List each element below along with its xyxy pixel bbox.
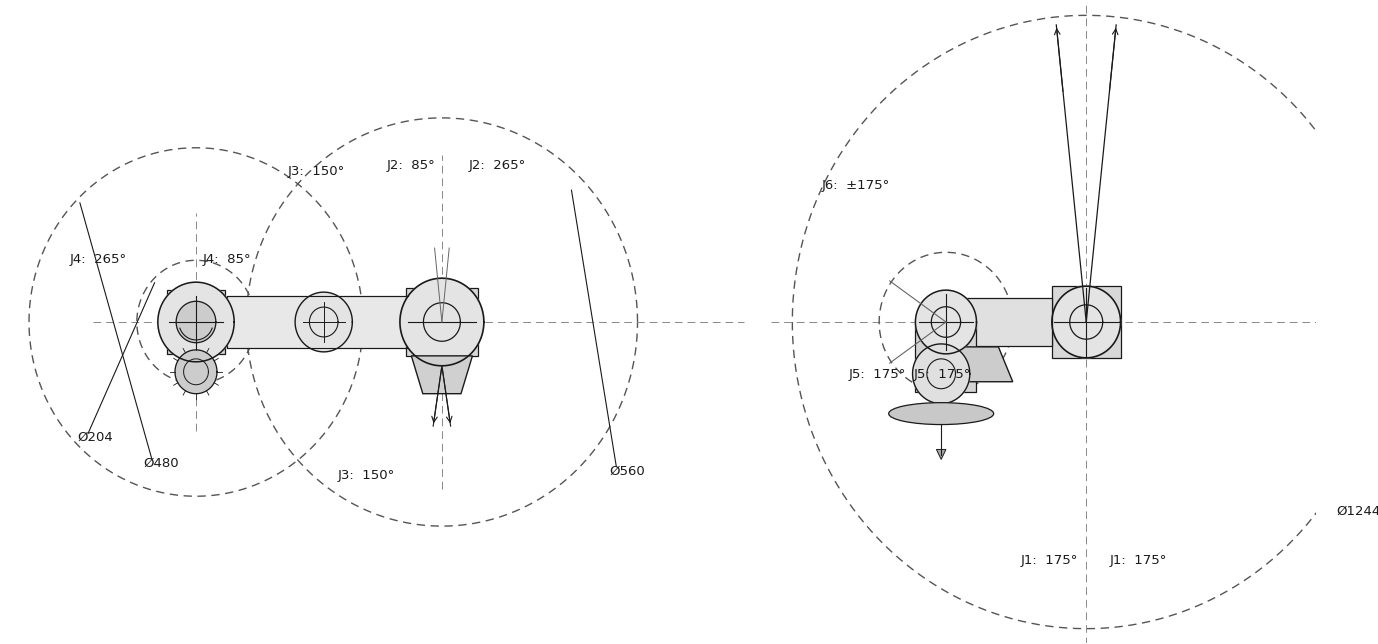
Polygon shape — [176, 301, 216, 343]
Polygon shape — [938, 347, 1013, 382]
Text: Ø204: Ø204 — [77, 431, 113, 444]
Polygon shape — [295, 292, 353, 352]
Bar — [226, 296, 408, 348]
Polygon shape — [412, 356, 473, 393]
Text: J6:  ±175°: J6: ±175° — [821, 178, 890, 192]
Text: J5:  175°: J5: 175° — [914, 368, 971, 381]
Text: Ø480: Ø480 — [143, 457, 179, 469]
Text: J4:  265°: J4: 265° — [70, 253, 127, 266]
Bar — [405, 288, 478, 356]
Text: J3:  150°: J3: 150° — [288, 164, 346, 178]
Text: J3:  150°: J3: 150° — [338, 469, 395, 482]
Ellipse shape — [889, 402, 994, 424]
Polygon shape — [915, 290, 977, 354]
Polygon shape — [937, 450, 945, 459]
Polygon shape — [175, 350, 216, 393]
Text: J1:  175°: J1: 175° — [1021, 554, 1078, 567]
Text: J5:  175°: J5: 175° — [849, 368, 905, 381]
Bar — [945, 298, 1051, 346]
Text: J2:  85°: J2: 85° — [387, 159, 435, 173]
Text: Ø1244: Ø1244 — [1337, 504, 1378, 517]
Text: J4:  85°: J4: 85° — [203, 253, 251, 266]
Polygon shape — [1051, 286, 1120, 358]
Bar — [915, 322, 977, 392]
Text: J1:  175°: J1: 175° — [1109, 554, 1167, 567]
Polygon shape — [158, 282, 234, 362]
Bar — [167, 290, 225, 354]
Polygon shape — [912, 344, 970, 404]
Text: J2:  265°: J2: 265° — [469, 159, 525, 173]
Polygon shape — [400, 278, 484, 366]
Bar — [1051, 286, 1120, 358]
Text: Ø560: Ø560 — [609, 464, 645, 478]
